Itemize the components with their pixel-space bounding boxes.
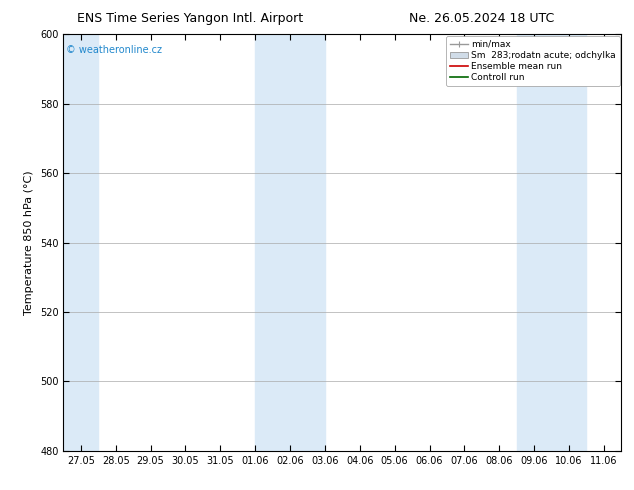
Text: Ne. 26.05.2024 18 UTC: Ne. 26.05.2024 18 UTC [409, 12, 555, 25]
Y-axis label: Temperature 850 hPa (°C): Temperature 850 hPa (°C) [24, 170, 34, 315]
Text: ENS Time Series Yangon Intl. Airport: ENS Time Series Yangon Intl. Airport [77, 12, 303, 25]
Text: © weatheronline.cz: © weatheronline.cz [66, 45, 162, 55]
Bar [255, 34, 325, 451]
Bar [63, 34, 98, 451]
Legend: min/max, Sm  283;rodatn acute; odchylka, Ensemble mean run, Controll run: min/max, Sm 283;rodatn acute; odchylka, … [446, 36, 619, 86]
Bar [517, 34, 586, 451]
